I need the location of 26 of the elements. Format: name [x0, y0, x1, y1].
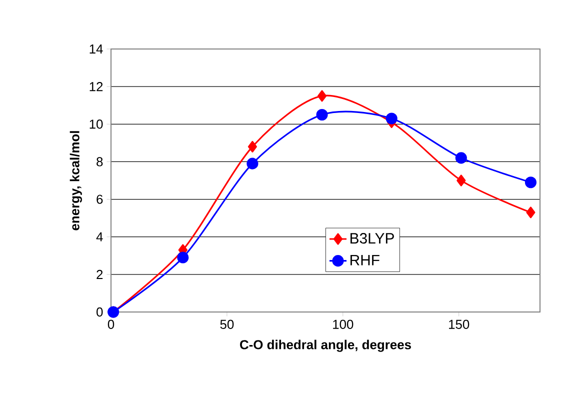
legend-label: B3LYP — [350, 233, 394, 244]
x-tick-label: 50 — [220, 320, 234, 329]
point — [248, 140, 257, 152]
x-tick-label: 100 — [333, 320, 354, 329]
x-tick-label: 0 — [108, 320, 114, 329]
y-tick-label: 10 — [90, 120, 103, 129]
x-tick-label: 150 — [449, 320, 470, 329]
y-tick-label: 8 — [96, 157, 103, 166]
y-tick-label: 12 — [90, 82, 103, 92]
point — [316, 108, 328, 121]
point — [386, 112, 398, 124]
point — [524, 176, 537, 188]
point — [317, 90, 327, 102]
y-tick-label: 6 — [96, 194, 103, 204]
point — [177, 252, 189, 264]
y-tick-label: 14 — [90, 44, 103, 54]
y-axis-title: energy, kcal/mol — [70, 131, 82, 230]
y-tick-label: 2 — [96, 270, 103, 279]
point — [246, 158, 258, 170]
y-tick-label: 0 — [96, 307, 103, 317]
point — [455, 152, 467, 164]
point — [526, 206, 536, 218]
legend-label: RHF — [350, 254, 380, 266]
y-tick-label: 4 — [96, 232, 103, 242]
point — [456, 174, 466, 186]
x-axis-title: C-O dihedral angle, degrees — [240, 340, 411, 352]
